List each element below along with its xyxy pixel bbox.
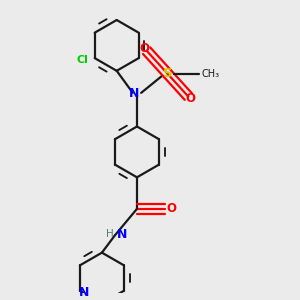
Text: N: N bbox=[117, 228, 128, 241]
Text: O: O bbox=[185, 92, 195, 105]
Text: CH₃: CH₃ bbox=[201, 69, 219, 79]
Text: H: H bbox=[106, 229, 114, 239]
Text: Cl: Cl bbox=[76, 55, 88, 65]
Text: O: O bbox=[167, 202, 177, 215]
Text: S: S bbox=[163, 67, 172, 80]
Text: N: N bbox=[79, 286, 89, 299]
Text: N: N bbox=[129, 87, 140, 101]
Text: O: O bbox=[140, 42, 149, 55]
